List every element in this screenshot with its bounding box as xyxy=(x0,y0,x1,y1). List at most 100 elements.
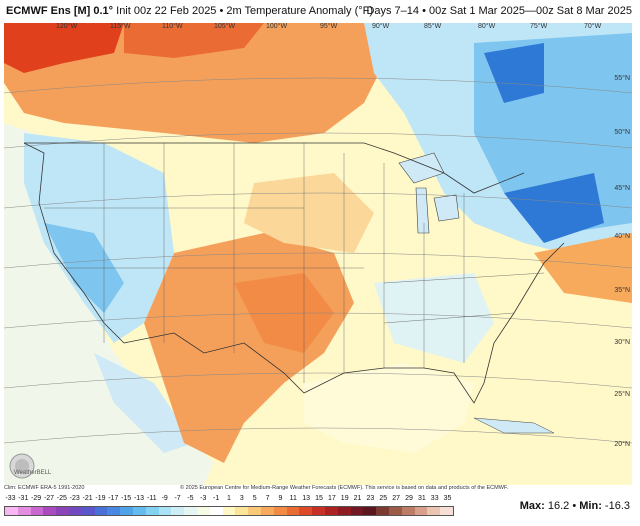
weatherbell-logo: WeatherBELL xyxy=(9,453,52,479)
colorbar-swatch xyxy=(324,507,338,515)
us-canada-border xyxy=(24,142,525,194)
colorbar-swatch xyxy=(120,507,133,515)
colorbar-swatch xyxy=(312,507,325,515)
colorbar-tick-label: 13 xyxy=(302,495,311,502)
colorbar-swatch xyxy=(286,507,300,515)
colorbar-tick-label: 19 xyxy=(340,495,349,502)
lon-label: 115°W xyxy=(110,23,131,30)
pacific-ocean xyxy=(4,123,214,485)
lon-label: 100°W xyxy=(266,23,288,30)
colorbar-swatch xyxy=(299,507,313,515)
lat-label: 30°N xyxy=(614,339,630,346)
colorbar-swatch xyxy=(145,507,159,515)
colorbar-swatch xyxy=(158,507,172,515)
min-label: Min: xyxy=(579,500,602,512)
colorbar-swatch xyxy=(337,507,351,515)
cuba xyxy=(473,417,555,434)
colorbar-swatch xyxy=(414,507,428,515)
lat-labels: 55°N 50°N 45°N 40°N 35°N 30°N 25°N 20°N xyxy=(600,23,630,485)
colorbar-tick-label: 29 xyxy=(405,495,413,502)
lat-label: 40°N xyxy=(614,233,630,240)
colorbar-tick-label: -15 xyxy=(121,495,132,502)
lon-label: 75°W xyxy=(530,23,548,30)
lon-label: 105°W xyxy=(214,23,236,30)
colorbar-tick-label: 25 xyxy=(379,495,388,502)
map-title: ECMWF Ens [M] 0.1° Init 00z 22 Feb 2025 … xyxy=(6,5,373,17)
colorbar-tick-label: -21 xyxy=(82,495,93,502)
colorbar-swatch xyxy=(184,507,197,515)
svg-text:WeatherBELL: WeatherBELL xyxy=(14,470,52,476)
lon-label: 120°W xyxy=(56,23,78,30)
graticule xyxy=(4,77,632,444)
borders xyxy=(23,142,565,404)
colorbar-swatch xyxy=(81,507,95,515)
lon-labels: 120°W 115°W 110°W 105°W 100°W 95°W 90°W … xyxy=(4,23,632,35)
colorbar-tick-label: -7 xyxy=(174,495,181,502)
colorbar-tick-label: 17 xyxy=(327,495,336,502)
colorbar-swatch xyxy=(222,507,236,515)
cool-region-west xyxy=(24,133,174,343)
colorbar-tick-label: -29 xyxy=(31,495,42,502)
colorbar-swatch xyxy=(56,507,69,515)
lat-label: 35°N xyxy=(614,287,630,294)
model-name: ECMWF Ens [M] 0.1° xyxy=(6,5,114,17)
colorbar-swatch xyxy=(94,507,108,515)
colorbar-swatch xyxy=(209,507,223,515)
colorbar-tick-label: 3 xyxy=(239,495,244,502)
lat-label: 20°N xyxy=(614,441,630,448)
lon-label: 110°W xyxy=(162,23,183,30)
colorbar-swatch xyxy=(260,507,274,515)
lake-michigan xyxy=(415,187,430,234)
gulf-of-mexico xyxy=(304,363,474,453)
colorbar-tick-label: 1 xyxy=(227,495,231,502)
colorbar-swatch xyxy=(440,507,453,515)
max-label: Max: xyxy=(519,500,545,512)
lon-label: 85°W xyxy=(424,23,442,30)
colorbar-tick-label: 33 xyxy=(430,495,439,502)
colorbar-tick-label: -13 xyxy=(133,495,145,502)
title-description: Init 00z 22 Feb 2025 • 2m Temperature An… xyxy=(113,5,374,17)
gulf-and-east-coast xyxy=(303,242,565,404)
colorbar-swatch xyxy=(388,507,402,515)
colorbar-tick-label: 5 xyxy=(252,495,257,502)
colorbar-swatch xyxy=(248,507,261,515)
colorbar-tick-label: 9 xyxy=(278,495,283,502)
lon-label: 90°W xyxy=(372,23,390,30)
colorbar-labels: -33 -31 -29 -27 -25 -23 -21 -19 -17 -15 -13 -11 -9 -7… xyxy=(4,495,454,505)
colorbar xyxy=(4,506,454,516)
colorbar-tick-label: -11 xyxy=(147,495,157,502)
warm-strong-northwest xyxy=(4,23,124,73)
colorbar-tick-label: 31 xyxy=(417,495,426,502)
colorbar-tick-label: 7 xyxy=(265,495,270,502)
colorbar-swatch xyxy=(273,507,287,515)
colorbar-tick-label: -23 xyxy=(69,495,80,502)
colorbar-tick-label: -19 xyxy=(95,495,106,502)
colorbar-swatch xyxy=(43,507,57,515)
colorbar-tick-label: 21 xyxy=(353,495,362,502)
warm-atlantic-patch xyxy=(534,233,632,303)
cool-strong-hudson xyxy=(484,43,544,103)
colorbar-swatch xyxy=(350,507,364,515)
colorbar-swatch xyxy=(196,507,210,515)
colorbar-tick-label: -3 xyxy=(200,495,207,502)
max-min-readout: Max: 16.2 • Min: -16.3 xyxy=(519,500,630,512)
lat-label: 25°N xyxy=(614,391,630,398)
colorbar-tick-label: -9 xyxy=(161,495,168,502)
lake-huron xyxy=(433,194,460,222)
colorbar-swatch xyxy=(132,507,146,515)
colorbar-tick-label: -5 xyxy=(187,495,194,502)
us-mexico-border xyxy=(123,332,305,394)
header: ECMWF Ens [M] 0.1° Init 00z 22 Feb 2025 … xyxy=(0,0,640,22)
colorbar-tick-label: -31 xyxy=(18,495,29,502)
colorbar-swatch xyxy=(171,507,185,515)
lat-label: 45°N xyxy=(614,185,630,192)
lon-label: 80°W xyxy=(478,23,496,30)
colorbar-swatch xyxy=(401,507,415,515)
colorbar-swatch xyxy=(30,507,44,515)
colorbar-tick-label: 35 xyxy=(443,495,452,502)
colorbar-swatch xyxy=(107,507,121,515)
min-value: -16.3 xyxy=(604,500,630,512)
colorbar-tick-label: -17 xyxy=(108,495,119,502)
colorbar-swatch xyxy=(427,507,441,515)
pacific-cool-patch xyxy=(94,353,194,453)
